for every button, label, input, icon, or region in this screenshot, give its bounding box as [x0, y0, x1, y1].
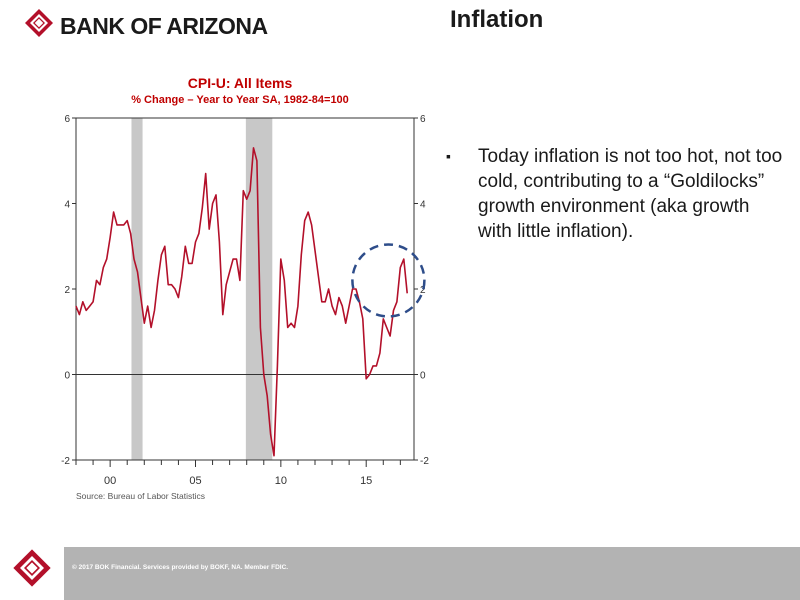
- chart-source: Source: Bureau of Labor Statistics: [76, 491, 205, 501]
- slide-title: Inflation: [450, 6, 544, 33]
- y-tick-label-right: 6: [420, 114, 426, 125]
- cpi-chart: -2 -20 02 24 46 600 05 10 15: [61, 114, 429, 487]
- plot-frame: [75, 117, 415, 461]
- bullet-list: ▪ Today inflation is not too hot, not to…: [446, 144, 786, 244]
- recession-band: [131, 118, 143, 460]
- y-tick-label-left: 4: [64, 200, 70, 211]
- cpi-series-line: [75, 147, 408, 457]
- y-tick-label-left: 6: [64, 114, 70, 125]
- y-tick-label-right: 2: [420, 285, 426, 296]
- x-tick-label: 15: [360, 475, 372, 487]
- chart-subtitle: % Change – Year to Year SA, 1982-84=100: [131, 94, 349, 106]
- footer-logo-icon: [13, 549, 51, 587]
- highlight-circle: [351, 243, 426, 318]
- y-tick-label-right: 0: [420, 371, 426, 382]
- x-tick-label: 05: [189, 475, 201, 487]
- x-tick-label: 10: [275, 475, 287, 487]
- bank-logo: BANK OF ARIZONA: [24, 8, 274, 40]
- y-tick-label-right: 4: [420, 200, 426, 211]
- x-tick-label: 00: [104, 475, 116, 487]
- y-tick-label-left: 0: [64, 371, 70, 382]
- y-tick-label-right: -2: [420, 456, 429, 467]
- copyright-text: © 2017 BOK Financial. Services provided …: [72, 564, 289, 571]
- y-tick-label-left: -2: [61, 456, 70, 467]
- bank-logo-icon: [25, 9, 53, 37]
- bullet-marker-icon: ▪: [446, 148, 451, 164]
- bank-name: BANK OF ARIZONA: [60, 13, 268, 39]
- chart-title: CPI-U: All Items: [187, 75, 293, 91]
- y-tick-label-left: 2: [64, 285, 70, 296]
- bullet-text: Today inflation is not too hot, not too …: [478, 146, 783, 242]
- bullet-item: ▪ Today inflation is not too hot, not to…: [446, 144, 786, 244]
- footer-bar: [0, 547, 800, 600]
